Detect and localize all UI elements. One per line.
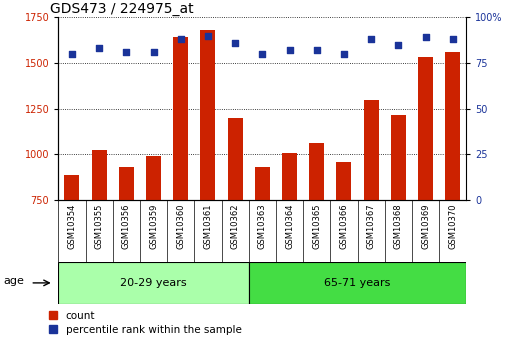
- Text: GSM10365: GSM10365: [312, 203, 321, 249]
- Point: [122, 49, 130, 55]
- Point: [285, 47, 294, 53]
- Text: GSM10362: GSM10362: [231, 203, 240, 249]
- Text: GSM10368: GSM10368: [394, 203, 403, 249]
- Point: [367, 37, 375, 42]
- Bar: [282, 152, 297, 200]
- Bar: [364, 100, 378, 200]
- Text: GSM10354: GSM10354: [67, 203, 76, 249]
- Point: [95, 46, 103, 51]
- Point: [149, 49, 158, 55]
- Point: [231, 40, 240, 46]
- Point: [313, 47, 321, 53]
- Point: [176, 37, 185, 42]
- Bar: [255, 167, 270, 200]
- Text: 20-29 years: 20-29 years: [120, 278, 187, 288]
- Bar: [200, 30, 215, 200]
- Bar: [228, 118, 243, 200]
- Point: [204, 33, 212, 38]
- Bar: [445, 52, 460, 200]
- Text: GSM10360: GSM10360: [176, 203, 185, 249]
- Bar: [337, 162, 351, 200]
- Text: GSM10366: GSM10366: [340, 203, 348, 249]
- Legend: count, percentile rank within the sample: count, percentile rank within the sample: [47, 309, 243, 337]
- Bar: [119, 167, 134, 200]
- Bar: [249, 262, 466, 304]
- Bar: [146, 156, 161, 200]
- Bar: [391, 115, 406, 200]
- Text: GSM10359: GSM10359: [149, 203, 158, 249]
- Bar: [310, 144, 324, 200]
- Point: [340, 51, 348, 57]
- Text: GSM10356: GSM10356: [122, 203, 131, 249]
- Text: GSM10363: GSM10363: [258, 203, 267, 249]
- Point: [68, 51, 76, 57]
- Text: GDS473 / 224975_at: GDS473 / 224975_at: [50, 2, 194, 16]
- Point: [448, 37, 457, 42]
- Bar: [418, 58, 433, 200]
- Bar: [65, 175, 80, 200]
- Bar: [92, 150, 107, 200]
- Text: GSM10369: GSM10369: [421, 203, 430, 249]
- Text: GSM10370: GSM10370: [448, 203, 457, 249]
- Point: [421, 34, 430, 40]
- Text: GSM10355: GSM10355: [95, 203, 103, 249]
- Text: GSM10367: GSM10367: [367, 203, 376, 249]
- Text: GSM10361: GSM10361: [204, 203, 213, 249]
- Text: GSM10364: GSM10364: [285, 203, 294, 249]
- Text: age: age: [3, 276, 24, 286]
- Bar: [58, 262, 249, 304]
- Point: [258, 51, 267, 57]
- Point: [394, 42, 403, 48]
- Bar: [173, 37, 188, 200]
- Text: 65-71 years: 65-71 years: [324, 278, 391, 288]
